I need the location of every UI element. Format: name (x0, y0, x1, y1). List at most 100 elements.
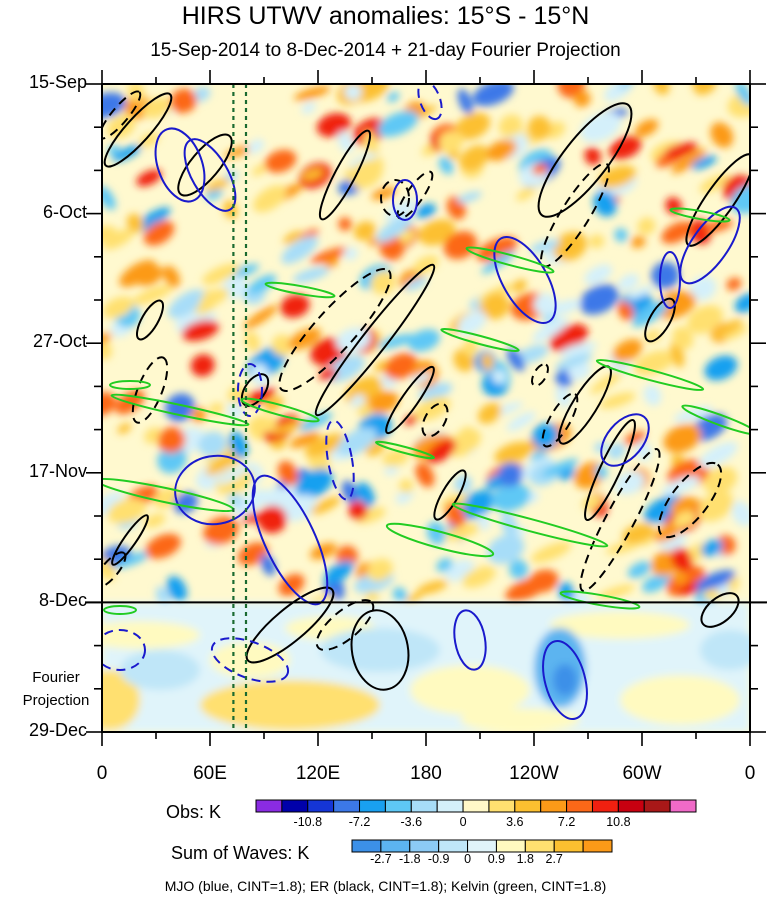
obs-colorbar-label: 7.2 (557, 815, 576, 829)
anomaly-patch (500, 512, 518, 537)
anomaly-patch (573, 90, 591, 108)
kelvin-contour (375, 440, 435, 460)
anomaly-patch (107, 498, 147, 524)
er-contour (111, 514, 149, 566)
anomaly-patch (247, 139, 265, 154)
anomaly-patch (281, 494, 317, 522)
er-contour (103, 92, 173, 168)
mjo-contour (679, 205, 741, 285)
obs-colorbar-swatch (643, 799, 671, 813)
er-contour (177, 133, 233, 197)
anomaly-patch (627, 285, 655, 300)
anomaly-patch (614, 228, 628, 242)
y-tick-label: 15-Sep (28, 72, 87, 92)
mjo-contour (542, 640, 588, 720)
anomaly-patch (722, 325, 748, 340)
x-tick-label: 120W (509, 763, 559, 784)
anomaly-patch (593, 190, 617, 217)
anomaly-patch (584, 147, 601, 166)
anomaly-patch (370, 270, 396, 295)
anomaly-patch (457, 88, 473, 115)
anomaly-patch (710, 122, 734, 148)
anomaly-patch (663, 424, 702, 453)
er-contour (131, 356, 169, 424)
er-contour (350, 609, 410, 691)
obs-colorbar-swatch (617, 799, 645, 813)
projection-patch (620, 675, 740, 725)
anomaly-patch (498, 114, 523, 138)
anomaly-patch (612, 339, 643, 363)
kelvin-contour (559, 590, 641, 610)
waves-colorbar-swatch (524, 839, 555, 853)
obs-colorbar-swatch (540, 799, 568, 813)
anomaly-patch (695, 570, 736, 591)
anomaly-patch (271, 334, 293, 356)
anomaly-patch (264, 149, 297, 173)
x-tick-label: 180 (410, 763, 442, 784)
anomaly-patch (671, 148, 707, 174)
anomaly-patch (480, 353, 494, 370)
waves-colorbar-swatch (553, 839, 584, 853)
anomaly-patch (438, 130, 464, 153)
anomaly-patch (145, 533, 181, 559)
anomaly-patch (436, 558, 453, 572)
anomaly-patch (653, 84, 670, 95)
anomaly-patch (181, 320, 219, 341)
anomaly-patch (157, 427, 186, 454)
waves-colorbar-label: 1.8 (516, 852, 534, 866)
anomaly-patch (637, 217, 656, 235)
projection-patch (102, 670, 140, 730)
er-contour (433, 469, 467, 521)
obs-colorbar-swatch (307, 799, 335, 813)
anomaly-patch (247, 274, 277, 295)
anomaly-patch (455, 112, 491, 140)
anomaly-patch (257, 505, 287, 534)
mjo-contour (417, 84, 443, 121)
fourier-label-line-1: Fourier (32, 669, 80, 686)
anomaly-patch (532, 317, 569, 343)
anomaly-patch (673, 511, 697, 528)
waves-colorbar-label: -1.8 (399, 852, 421, 866)
anomaly-patch (162, 265, 180, 288)
projection-patch (320, 628, 440, 672)
er-contour (318, 129, 372, 221)
anomaly-patch (251, 163, 269, 176)
kelvin-contour (451, 502, 609, 548)
anomaly-patch (281, 235, 319, 264)
anomaly-patch (343, 247, 358, 261)
anomaly-patch (549, 299, 582, 315)
anomaly-patch (415, 462, 435, 488)
anomaly-patch (103, 228, 135, 250)
er-contour (579, 448, 661, 592)
x-tick-label: 60W (622, 763, 662, 784)
anomaly-patch (617, 273, 640, 291)
mjo-contour (183, 138, 237, 212)
anomaly-patch (580, 112, 622, 143)
kelvin-contour (595, 358, 705, 392)
anomaly-patch (446, 429, 482, 457)
obs-colorbar-swatch (436, 799, 464, 813)
anomaly-patch (144, 513, 166, 528)
obs-colorbar-label: 3.6 (506, 815, 524, 829)
anomaly-patch (700, 539, 724, 557)
kelvin-contour (103, 605, 137, 615)
anomaly-patch (642, 573, 670, 593)
kelvin-contour (240, 397, 320, 423)
kelvin-contour (440, 327, 520, 353)
anomaly-patch (136, 169, 162, 187)
anomaly-patch (214, 468, 254, 495)
anomaly-patch (253, 185, 287, 213)
obs-colorbar-swatch (255, 799, 283, 813)
kelvin-contour (110, 393, 250, 427)
anomaly-patch (617, 301, 634, 321)
anomaly-patch (555, 385, 571, 408)
anomaly-patch (102, 341, 113, 360)
anomaly-patch (532, 163, 548, 175)
anomaly-patch (244, 331, 261, 352)
obs-colorbar-label: -10.8 (293, 815, 323, 829)
anomaly-patch (157, 445, 187, 474)
waves-colorbar-swatch (467, 839, 497, 853)
anomaly-patch (599, 392, 636, 409)
anomaly-patch (555, 352, 593, 370)
waves-colorbar-label: 2.7 (545, 852, 563, 866)
